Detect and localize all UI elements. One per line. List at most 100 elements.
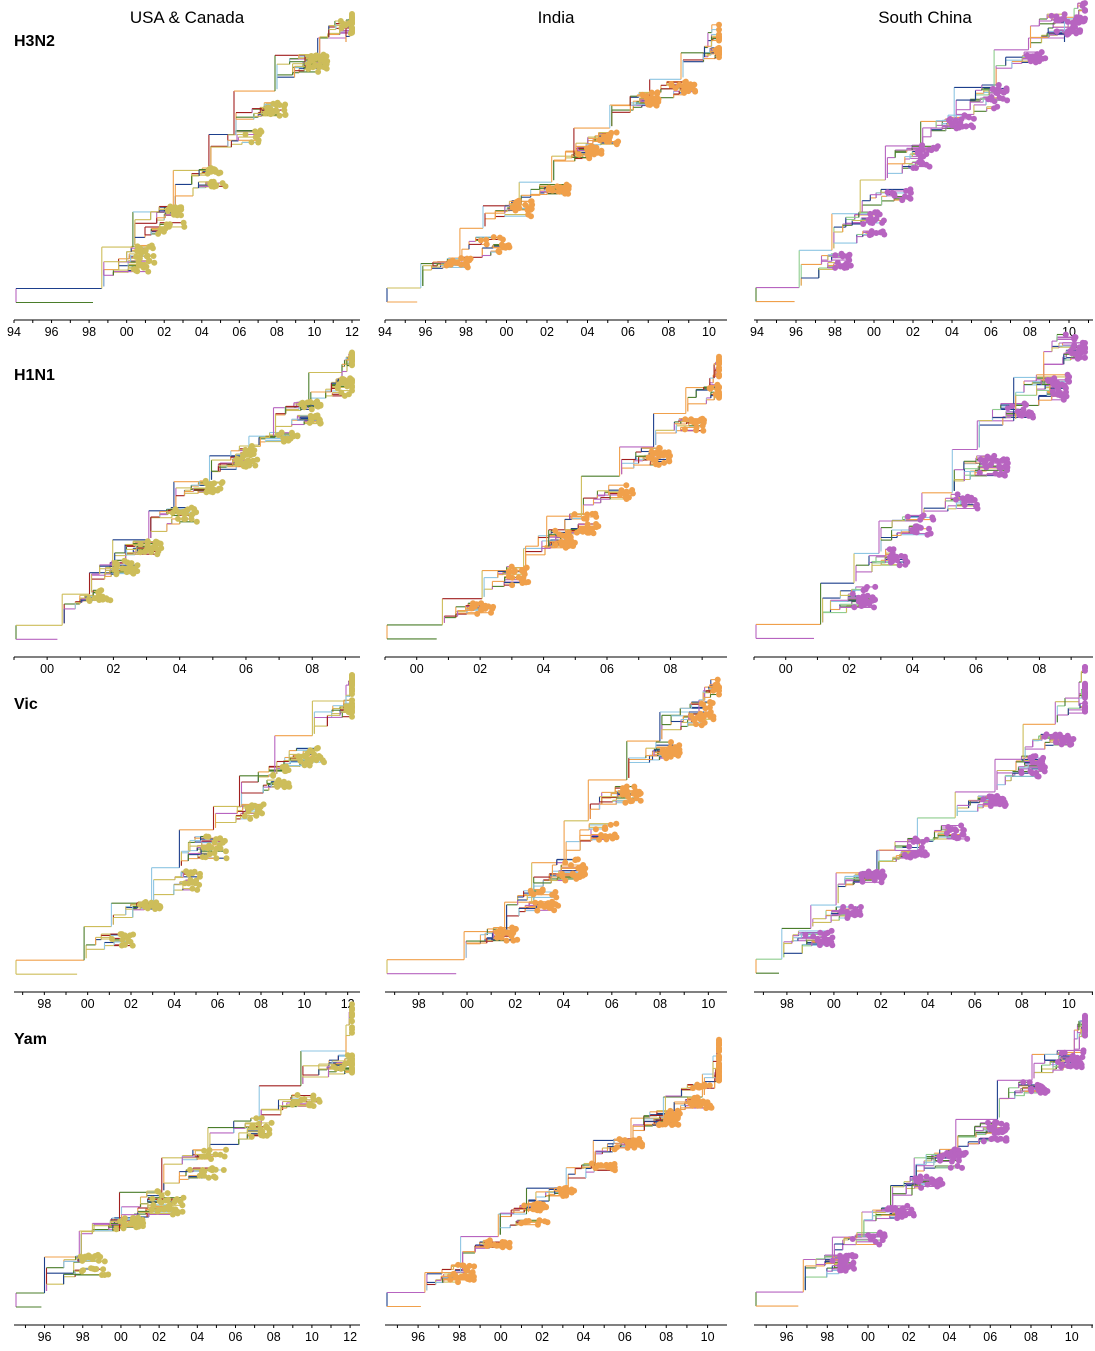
tree-tip xyxy=(189,516,195,522)
tree-tip xyxy=(1004,467,1010,473)
tree-tip xyxy=(957,120,963,126)
tree-tip xyxy=(491,234,497,240)
tree-tip xyxy=(294,433,300,439)
tree-tip xyxy=(649,90,655,96)
tree-tip xyxy=(832,252,838,258)
tree-tip xyxy=(950,121,956,127)
tree-tip xyxy=(348,379,354,385)
tree-tip xyxy=(509,582,515,588)
tree-tip xyxy=(656,445,662,451)
tree-tip xyxy=(608,130,614,136)
x-tick-label: 08 xyxy=(305,662,319,676)
tree-tip xyxy=(135,562,141,568)
tree-tip xyxy=(458,255,464,261)
x-tick-label: 08 xyxy=(1023,325,1037,339)
tree-tip xyxy=(912,529,918,535)
tree-tip xyxy=(568,534,574,540)
tree-tip xyxy=(1059,381,1065,387)
x-tick-label: 00 xyxy=(500,325,514,339)
x-tick-label: 10 xyxy=(702,325,716,339)
tree-tip xyxy=(589,526,595,532)
column-title-india: India xyxy=(456,8,656,28)
tree-tip xyxy=(265,104,271,110)
tree-tip xyxy=(843,261,849,267)
tree-tip xyxy=(972,497,978,503)
tree-tip xyxy=(1002,473,1008,479)
tree-tips xyxy=(832,0,1088,271)
tree-tip xyxy=(999,464,1005,470)
tree-tip xyxy=(624,489,630,495)
tree-tip xyxy=(149,243,155,249)
tree-tip xyxy=(585,521,591,527)
tree-tip xyxy=(555,189,561,195)
tree-tip xyxy=(988,461,994,467)
tree-tip xyxy=(289,430,295,436)
x-tick-label: 06 xyxy=(984,325,998,339)
tree-tip xyxy=(871,604,877,610)
tree-tip xyxy=(136,263,142,269)
tree-tip xyxy=(626,495,632,501)
tree-tip xyxy=(249,139,255,145)
tree-tip xyxy=(134,268,140,274)
tree-branches xyxy=(387,357,719,639)
x-tick-label: 96 xyxy=(419,325,433,339)
tree-tip xyxy=(970,124,976,130)
tree-tip xyxy=(307,399,313,405)
tree-tip xyxy=(593,148,599,154)
tree-tip xyxy=(92,595,98,601)
tree-tip xyxy=(1004,87,1010,93)
tree-tip xyxy=(873,210,879,216)
tree-tip xyxy=(978,457,984,463)
tree-tip xyxy=(523,565,529,571)
tree-tip xyxy=(148,549,154,555)
tree-tip xyxy=(1071,335,1077,341)
x-tick-label: 04 xyxy=(581,325,595,339)
tree-tip xyxy=(1081,343,1087,349)
tree-tip xyxy=(572,511,578,517)
x-tick-label: 94 xyxy=(7,325,21,339)
tree-tip xyxy=(151,253,157,259)
tree-tip xyxy=(194,519,200,525)
x-tick-label: 02 xyxy=(106,662,120,676)
tree-tip xyxy=(338,390,344,396)
tree-tip xyxy=(973,503,979,509)
tree-tip xyxy=(716,373,722,379)
tree-tip xyxy=(249,443,255,449)
tree-tip xyxy=(977,470,983,476)
tree-tip xyxy=(474,611,480,617)
tree-tip xyxy=(220,180,226,186)
tree-tip xyxy=(716,392,722,398)
tree-tip xyxy=(120,565,126,571)
tree-tip xyxy=(851,604,857,610)
tree-tip xyxy=(655,89,661,95)
tree-tip xyxy=(145,543,151,549)
x-tick-label: 04 xyxy=(537,662,551,676)
tree-tip xyxy=(246,463,252,469)
x-tick-label: 10 xyxy=(307,325,321,339)
tree-tip xyxy=(513,208,519,214)
tree-tip xyxy=(553,542,559,548)
x-tick-label: 06 xyxy=(239,662,253,676)
x-tick-label: 06 xyxy=(969,662,983,676)
tree-tip xyxy=(860,221,866,227)
tree-tip xyxy=(463,263,469,269)
x-tick-label: 96 xyxy=(45,325,59,339)
tree-tip xyxy=(137,245,143,251)
tree-tip xyxy=(716,38,722,44)
tree-tip xyxy=(707,385,713,391)
x-tick-label: 98 xyxy=(459,325,473,339)
tree-tip xyxy=(913,165,919,171)
tree-tip xyxy=(1080,3,1086,9)
tree-tip xyxy=(925,532,931,538)
tree-tip xyxy=(583,527,589,533)
tree-tip xyxy=(971,116,977,122)
tree-tip xyxy=(309,406,315,412)
tree-tip xyxy=(252,463,258,469)
tree-tip xyxy=(598,148,604,154)
tree-tip xyxy=(141,262,147,268)
tree-tip xyxy=(1075,350,1081,356)
tree-tip xyxy=(318,420,324,426)
tree-tip xyxy=(914,523,920,529)
